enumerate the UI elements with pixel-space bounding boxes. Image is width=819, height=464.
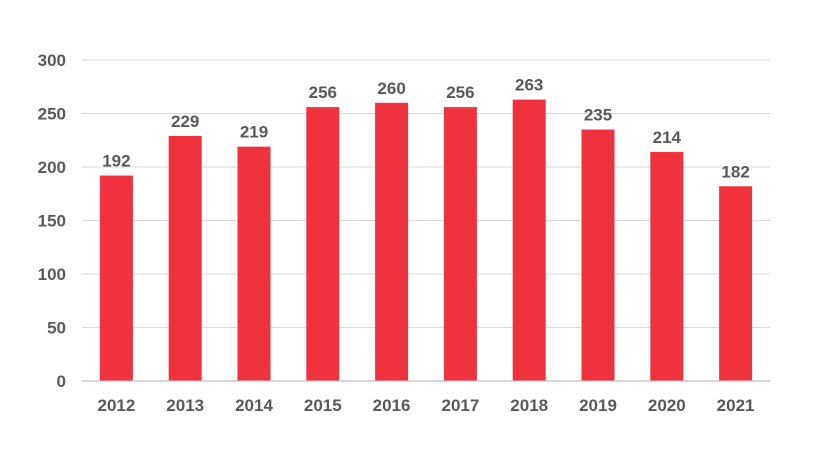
data-label-2020: 214 [653,128,682,147]
bar-2013 [168,135,202,381]
data-label-2017: 256 [446,83,474,102]
data-label-2013: 229 [171,112,199,131]
bar-2015 [306,107,340,381]
bar-2012 [99,175,133,381]
y-tick-label: 300 [38,51,66,70]
data-label-2012: 192 [102,152,130,171]
bar-2018 [512,99,546,381]
data-labels: 192 229 219 256 260 256 263 235 214 182 [102,76,750,182]
x-tick-label-2018: 2018 [510,396,548,415]
bar-2020 [650,152,684,381]
y-tick-label: 150 [38,212,66,231]
x-tick-label-2015: 2015 [304,396,342,415]
x-tick-label-2019: 2019 [579,396,617,415]
y-tick-label: 50 [47,319,66,338]
x-tick-label-2016: 2016 [373,396,411,415]
data-label-2019: 235 [584,106,612,125]
y-axis-ticks: 0 50 100 150 200 250 300 [38,51,66,391]
x-tick-label-2012: 2012 [97,396,135,415]
bar-2019 [581,129,615,381]
y-tick-label: 100 [38,265,66,284]
bars [99,99,753,382]
x-tick-label-2013: 2013 [166,396,204,415]
bar-2016 [375,102,409,382]
bar-2021 [719,186,753,381]
y-tick-label: 200 [38,158,66,177]
x-tick-label-2017: 2017 [441,396,479,415]
bar-2014 [237,146,271,381]
data-label-2021: 182 [721,162,749,181]
x-tick-label-2020: 2020 [648,396,686,415]
x-tick-label-2021: 2021 [717,396,755,415]
data-label-2018: 263 [515,76,543,95]
x-axis-ticks: 2012 2013 2014 2015 2016 2017 2018 2019 2020 2021 [97,396,754,415]
bar-2017 [443,107,477,381]
data-label-2015: 256 [309,83,337,102]
x-tick-label-2014: 2014 [235,396,273,415]
data-label-2014: 219 [240,123,268,142]
y-tick-label: 250 [38,105,66,124]
y-tick-label: 0 [57,372,66,391]
data-label-2016: 260 [377,79,405,98]
